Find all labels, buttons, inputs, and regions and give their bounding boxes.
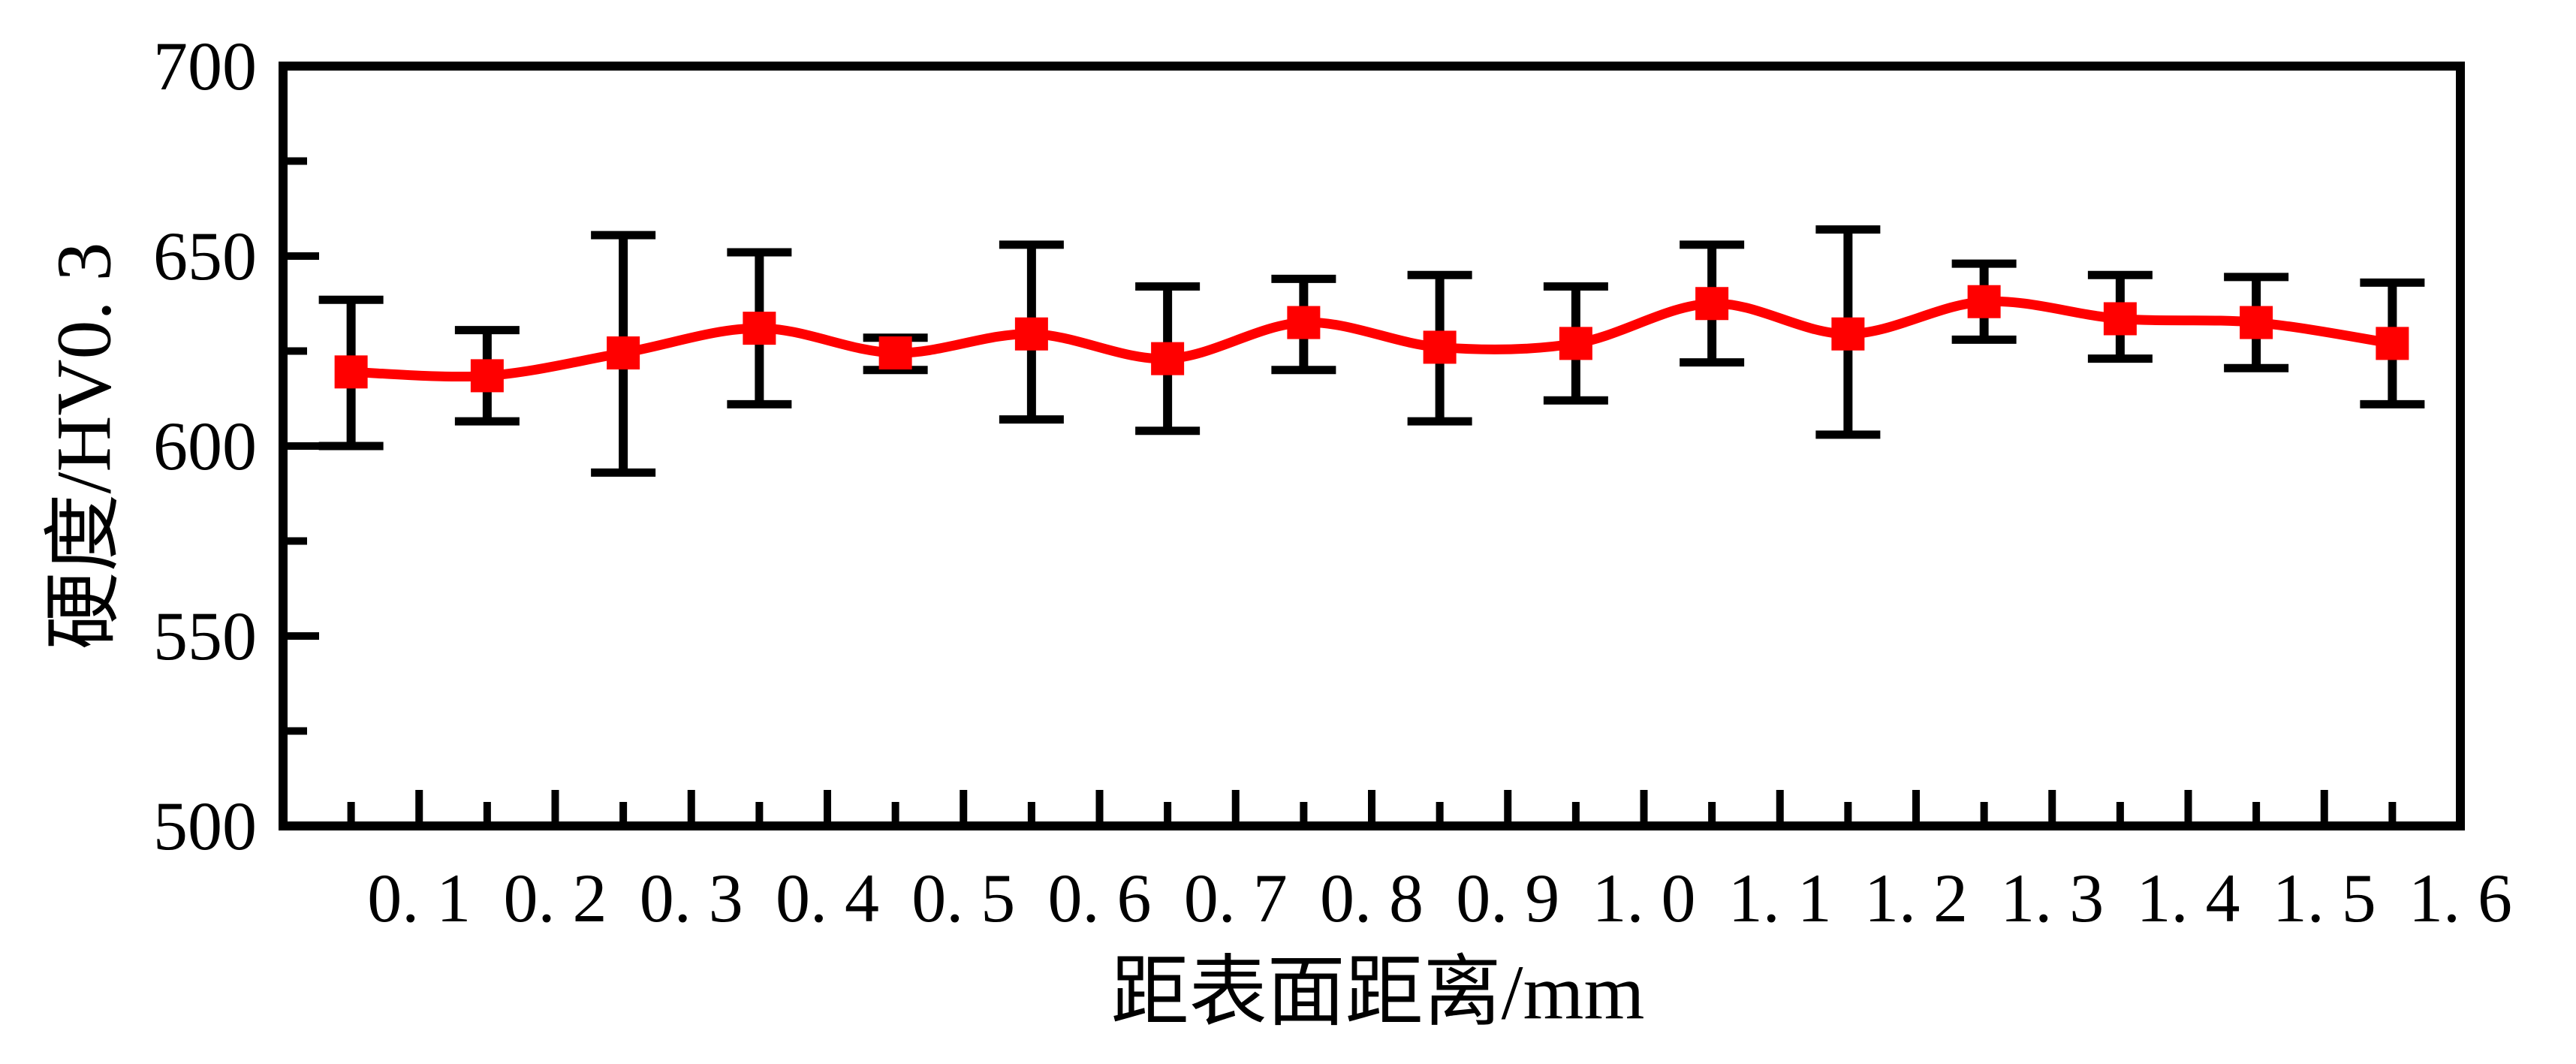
- data-point-marker: [607, 336, 640, 370]
- x-tick-label: 0. 8: [1320, 860, 1424, 936]
- data-point-marker: [878, 336, 912, 370]
- data-point-marker: [1287, 306, 1321, 339]
- data-point-marker: [470, 359, 504, 393]
- data-point-marker: [2240, 306, 2273, 339]
- x-tick-label: 1. 0: [1592, 860, 1696, 936]
- x-tick-label: 0. 1: [367, 860, 471, 936]
- data-point-marker: [2376, 327, 2409, 360]
- data-point-marker: [1151, 342, 1185, 375]
- y-tick-label: 700: [153, 28, 257, 104]
- x-tick-label: 1. 6: [2409, 860, 2512, 936]
- x-tick-label: 0. 7: [1184, 860, 1288, 936]
- data-point-marker: [1831, 317, 1865, 351]
- y-tick-label: 500: [153, 788, 257, 864]
- y-tick-label: 600: [153, 408, 257, 484]
- x-tick-label: 0. 4: [776, 860, 879, 936]
- data-point-marker: [743, 312, 776, 345]
- x-tick-label: 0. 5: [911, 860, 1015, 936]
- data-point-marker: [334, 355, 368, 389]
- x-axis-title: 距表面距离/mm: [1111, 950, 1645, 1036]
- data-point-marker: [1967, 285, 2001, 318]
- axis-ticks: [283, 62, 2464, 830]
- data-point-marker: [1559, 327, 1592, 360]
- plot-frame: [279, 62, 2465, 830]
- x-tick-label: 0. 2: [504, 860, 607, 936]
- data-point-marker: [1423, 330, 1457, 364]
- hardness-series-line: [351, 296, 2394, 382]
- x-tick-label: 1. 5: [2273, 860, 2376, 936]
- y-tick-label: 650: [153, 218, 257, 294]
- x-tick-label: 0. 9: [1456, 860, 1559, 936]
- series-line: [351, 296, 2394, 382]
- x-tick-label: 0. 6: [1048, 860, 1152, 936]
- y-tick-label: 550: [153, 598, 257, 674]
- x-tick-label: 0. 3: [640, 860, 743, 936]
- x-tick-label: 1. 3: [2000, 860, 2104, 936]
- data-point-marker: [2103, 302, 2137, 336]
- data-point-marker: [1695, 287, 1729, 321]
- x-tick-label: 1. 2: [1864, 860, 1968, 936]
- axis-tick-labels: 500 550 600 650 700 0. 1 0. 2 0. 3 0. 4 0. 5 0. 6 0…: [153, 28, 2512, 936]
- series-markers: [334, 285, 2409, 393]
- x-tick-label: 1. 4: [2137, 860, 2240, 936]
- y-axis-title: 硬度/HV0. 3: [41, 242, 128, 650]
- data-point-marker: [1014, 317, 1048, 351]
- x-tick-label: 1. 1: [1728, 860, 1832, 936]
